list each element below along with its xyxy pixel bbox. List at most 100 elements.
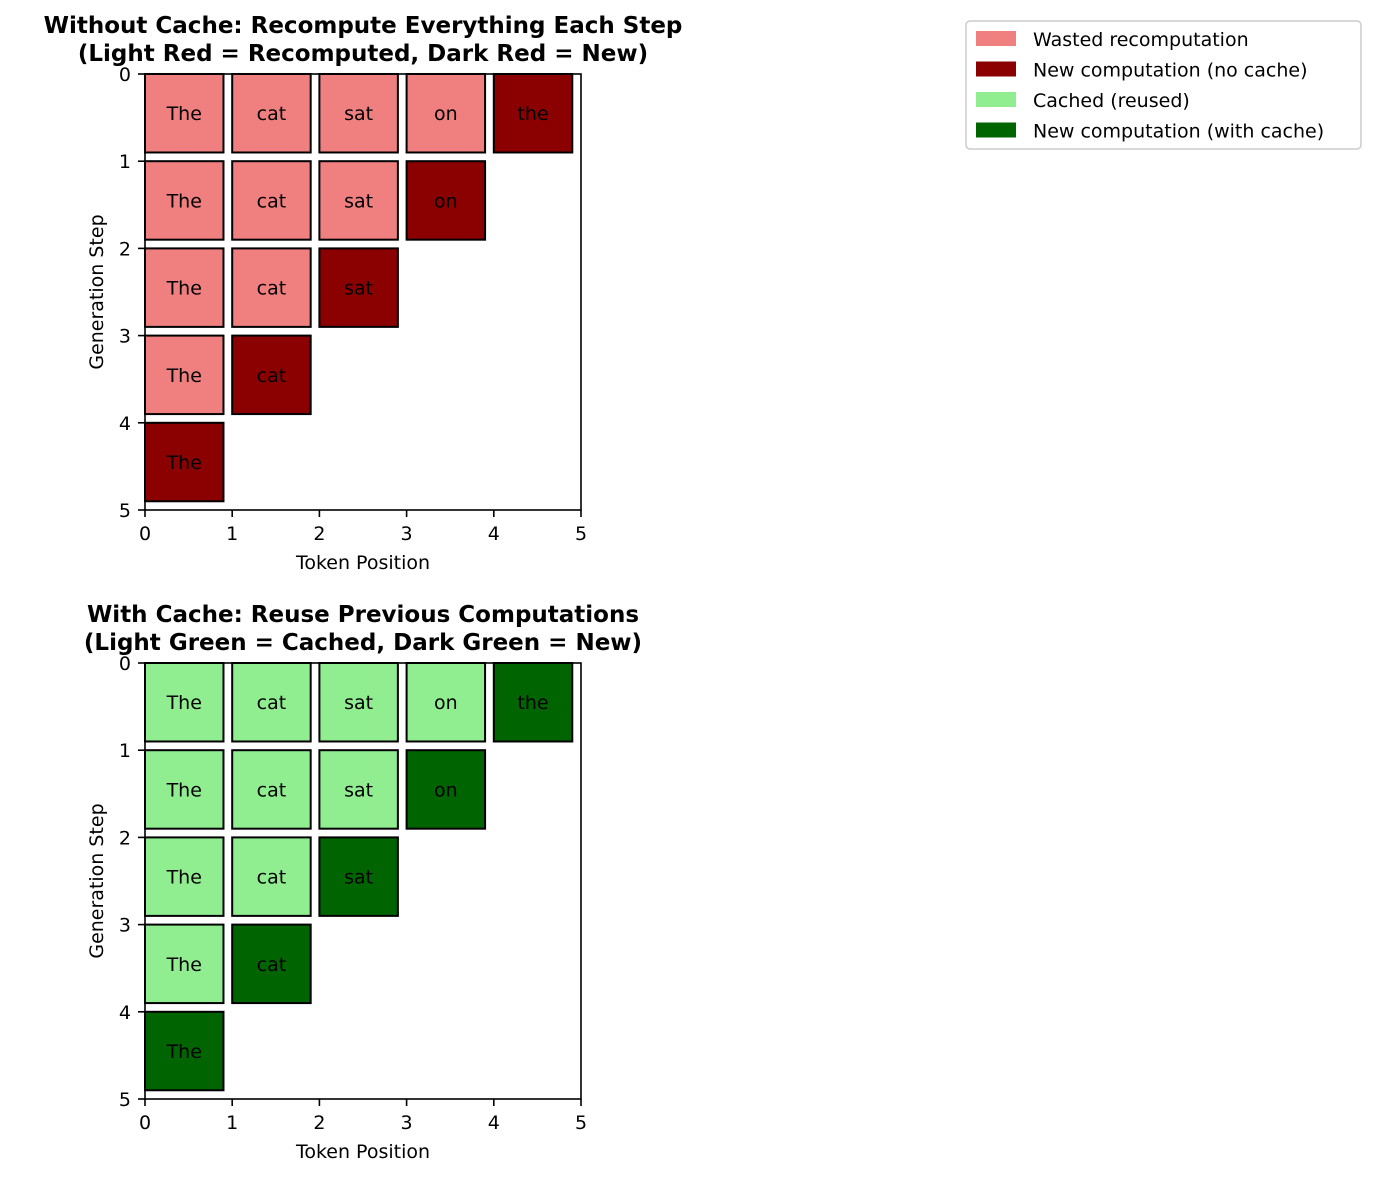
cell-token-label: cat	[257, 779, 287, 801]
y-tick-label: 3	[119, 915, 131, 937]
y-tick-label: 2	[119, 238, 131, 260]
chart-subtitle: (Light Green = Cached, Dark Green = New)	[84, 630, 642, 656]
cell-step0-pos4	[492, 662, 574, 743]
legend-swatch	[976, 61, 1016, 77]
cell-token-label: The	[166, 954, 202, 976]
cell-step0-pos1	[231, 662, 312, 743]
y-tick-label: 5	[119, 1089, 131, 1111]
axes-frame	[144, 73, 582, 511]
cell-step0-pos3	[405, 73, 487, 154]
cell-step2-pos0	[144, 836, 225, 917]
cell-token-label: cat	[257, 278, 287, 300]
y-tick-label: 5	[119, 500, 131, 522]
x-tick-label: 1	[226, 523, 238, 545]
chart-title: Without Cache: Recompute Everything Each…	[44, 13, 683, 39]
cell-token-label: sat	[344, 779, 373, 801]
cell-token-label: The	[166, 278, 202, 300]
legend-frame	[965, 20, 1362, 150]
x-tick-label: 3	[401, 523, 413, 545]
cell-token-label: cat	[257, 190, 287, 212]
cell-step1-pos2	[318, 749, 399, 830]
cell-token-label: The	[166, 779, 202, 801]
cell-step2-pos2	[318, 247, 399, 328]
cell-token-label: The	[166, 190, 202, 212]
cell-token-label: The	[166, 365, 202, 387]
y-axis-label: Generation Step	[86, 803, 108, 958]
cell-token-label: The	[166, 692, 202, 714]
cell-token-label: cat	[257, 867, 287, 889]
x-tick-label: 5	[575, 523, 587, 545]
cell-step2-pos1	[231, 247, 312, 328]
cell-token-label: The	[166, 867, 202, 889]
cell-token-label: cat	[257, 954, 287, 976]
legend-swatch	[976, 92, 1016, 107]
cell-step3-pos1	[231, 923, 312, 1005]
x-tick-label: 2	[313, 523, 325, 545]
cell-step2-pos0	[144, 247, 225, 328]
cell-token-label: cat	[257, 365, 287, 387]
chart-title: With Cache: Reuse Previous Computations	[87, 602, 639, 628]
x-tick-label: 0	[139, 1112, 151, 1134]
y-tick-label: 3	[119, 326, 131, 348]
x-axis-label: Token Position	[295, 552, 430, 574]
axes-frame	[144, 662, 582, 1100]
cell-token-label: sat	[344, 103, 373, 125]
cell-step3-pos0	[144, 334, 225, 416]
cell-step1-pos2	[318, 160, 399, 241]
y-tick-label: 4	[119, 1002, 131, 1024]
cell-token-label: sat	[344, 278, 373, 300]
legend: Wasted recomputation New computation (no …	[965, 20, 1362, 150]
cell-step0-pos4	[492, 73, 574, 154]
legend-swatch	[976, 31, 1016, 46]
cell-token-label: on	[434, 692, 458, 714]
chart-panel-1: Without Cache: Recompute Everything Each…	[44, 13, 683, 574]
x-axis-label: Token Position	[295, 1141, 430, 1163]
x-tick-label: 3	[401, 1112, 413, 1134]
cell-token-label: cat	[257, 103, 287, 125]
cell-step0-pos0	[144, 662, 225, 743]
legend-entry-label: Wasted recomputation	[1033, 29, 1249, 51]
cell-step0-pos3	[405, 662, 487, 743]
cell-token-label: sat	[344, 190, 373, 212]
cell-step2-pos2	[318, 836, 399, 917]
cell-step1-pos3	[405, 749, 487, 830]
y-tick-label: 2	[119, 827, 131, 849]
x-tick-label: 4	[488, 1112, 500, 1134]
x-tick-label: 1	[226, 1112, 238, 1134]
cell-token-label: The	[166, 103, 202, 125]
chart-panel-2: With Cache: Reuse Previous Computations(…	[84, 602, 642, 1163]
cell-step1-pos1	[231, 160, 312, 241]
y-tick-label: 1	[119, 740, 131, 762]
y-tick-label: 4	[119, 413, 131, 435]
chart-subtitle: (Light Red = Recomputed, Dark Red = New)	[78, 41, 648, 67]
cell-step3-pos1	[231, 334, 312, 416]
cell-token-label: the	[517, 103, 548, 125]
y-tick-label: 1	[119, 151, 131, 173]
legend-entry-label: New computation (with cache)	[1033, 121, 1324, 143]
cell-step1-pos3	[405, 160, 487, 241]
legend-swatch	[976, 122, 1016, 138]
cell-token-label: cat	[257, 692, 287, 714]
cell-token-label: sat	[344, 692, 373, 714]
cell-token-label: on	[434, 103, 458, 125]
x-tick-label: 0	[139, 523, 151, 545]
cell-step1-pos1	[231, 749, 312, 830]
cell-token-label: the	[517, 692, 548, 714]
cell-token-label: on	[434, 190, 458, 212]
x-tick-label: 4	[488, 523, 500, 545]
x-tick-label: 5	[575, 1112, 587, 1134]
cell-step0-pos1	[231, 73, 312, 154]
y-tick-label: 0	[119, 653, 131, 675]
cell-step4-pos0	[144, 421, 225, 503]
legend-entry-label: Cached (reused)	[1033, 90, 1190, 112]
cell-token-label: The	[166, 452, 202, 474]
cell-step2-pos1	[231, 836, 312, 917]
y-tick-label: 0	[119, 64, 131, 86]
cell-token-label: sat	[344, 867, 373, 889]
cell-token-label: The	[166, 1041, 202, 1063]
cell-token-label: on	[434, 779, 458, 801]
x-tick-label: 2	[313, 1112, 325, 1134]
cell-step0-pos2	[318, 662, 399, 743]
legend-entry-label: New computation (no cache)	[1033, 60, 1308, 82]
